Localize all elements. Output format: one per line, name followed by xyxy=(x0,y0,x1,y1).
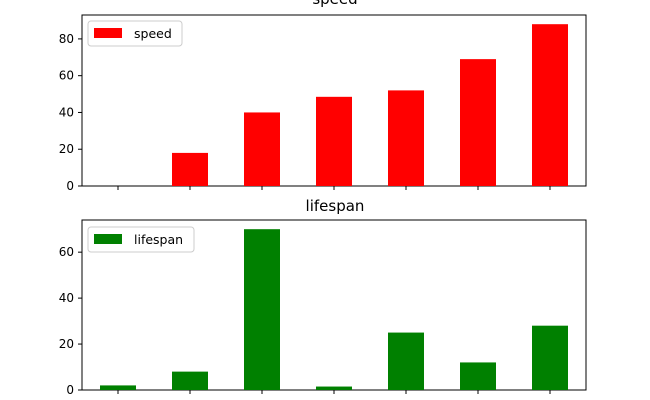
speed-panel: speed 0 20 40 60 80 speed xyxy=(59,0,587,193)
speed-bar-5 xyxy=(460,59,496,186)
speed-legend-label: speed xyxy=(134,26,172,41)
lifespan-bar-6 xyxy=(532,325,568,390)
lifespan-bar-3 xyxy=(316,386,352,390)
lifespan-y-tick-label-1: 20 xyxy=(59,337,74,351)
speed-bar-6 xyxy=(532,24,568,186)
lifespan-bar-5 xyxy=(460,362,496,390)
speed-bar-3 xyxy=(316,96,352,186)
speed-bars xyxy=(172,24,568,186)
lifespan-title: lifespan xyxy=(306,197,365,215)
speed-y-tick-label-1: 20 xyxy=(59,142,74,156)
lifespan-bar-4 xyxy=(388,332,424,390)
lifespan-legend-label: lifespan xyxy=(134,232,183,247)
lifespan-y-tick-label-2: 40 xyxy=(59,291,74,305)
speed-y-axis: 0 20 40 60 80 xyxy=(59,32,82,193)
speed-legend-box xyxy=(87,20,183,47)
speed-bar-2 xyxy=(244,112,280,186)
lifespan-panel: lifespan 0 20 40 60 lifespan xyxy=(59,197,587,397)
lifespan-y-axis: 0 20 40 60 xyxy=(59,245,82,397)
lifespan-y-tick-label-3: 60 xyxy=(59,245,74,259)
lifespan-legend: lifespan xyxy=(87,226,195,253)
lifespan-legend-box xyxy=(87,226,195,253)
speed-y-tick-label-2: 40 xyxy=(59,105,74,119)
lifespan-bar-2 xyxy=(244,229,280,390)
speed-y-tick-label-4: 80 xyxy=(59,32,74,46)
speed-y-tick-label-3: 60 xyxy=(59,69,74,83)
lifespan-legend-swatch xyxy=(94,234,122,244)
lifespan-bar-0 xyxy=(100,385,136,390)
speed-title: speed xyxy=(312,0,357,8)
speed-bar-1 xyxy=(172,152,208,186)
lifespan-bars xyxy=(100,229,568,390)
lifespan-y-tick-label-0: 0 xyxy=(66,383,74,397)
lifespan-bar-1 xyxy=(172,371,208,390)
speed-legend: speed xyxy=(87,20,183,47)
speed-x-axis xyxy=(117,186,551,190)
speed-legend-swatch xyxy=(94,28,122,38)
speed-bar-4 xyxy=(388,90,424,186)
lifespan-x-axis xyxy=(117,390,551,394)
speed-y-tick-label-0: 0 xyxy=(66,179,74,193)
